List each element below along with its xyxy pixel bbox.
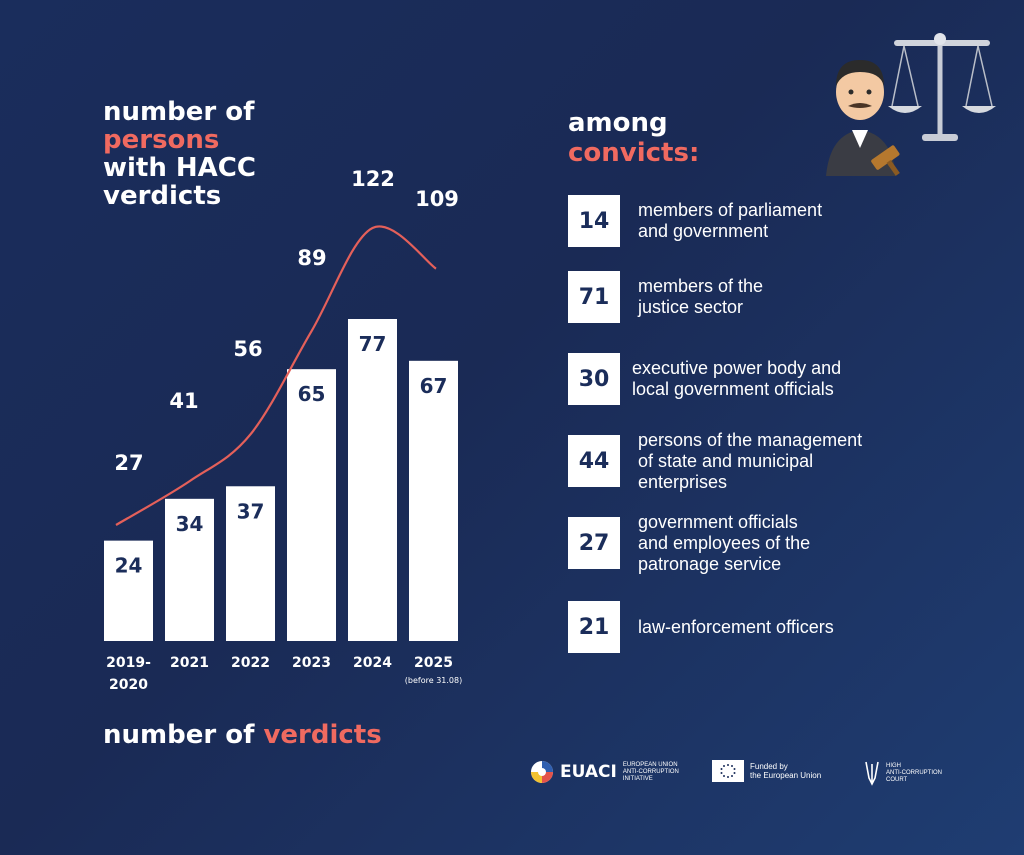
title-line-3: with HACC [103,153,256,183]
x-tick-label-0-b: 2020 [109,677,148,693]
line-value-label-1: 41 [169,389,198,413]
bar-value-label-2: 37 [237,499,265,523]
bar-value-label-3: 65 [298,382,326,406]
x-tick-label-1: 2021 [170,655,209,671]
verdicts-caption: number of verdicts [103,720,382,750]
x-tick-note-5: (before 31.08) [405,676,462,685]
euaci-emblem-icon [531,761,553,783]
convicts-line: convicts: [568,138,700,168]
convict-count-2: 30 [568,353,620,405]
hacc-trident-icon [865,761,879,786]
bar-5 [409,360,458,641]
x-tick-label-0: 2019- [106,655,151,671]
line-value-label-0: 27 [114,451,143,475]
title-line-2: persons [103,125,220,155]
bar-value-label-0: 24 [115,554,143,578]
euaci-subtitle: EUROPEAN UNION ANTI-CORRUPTION INITIATIV… [622,761,679,782]
convict-category-5: law-enforcement officers [638,616,834,637]
verdicts-caption-prefix: number of [103,720,264,750]
bar-value-label-5: 67 [420,374,448,398]
bar-value-label-4: 77 [359,332,387,356]
judge-emoji-icon [826,60,900,176]
verdicts-chart: 24 2019- 2020 34 2021 37 2022 65 2023 77 2024 67 202… [104,167,462,693]
x-tick-label-5: 2025 [414,655,453,671]
eu-flag-icon [712,760,744,782]
title-line-4: verdicts [103,181,222,211]
convict-category-4: government officials and employees of th… [638,511,811,574]
convict-count-1: 71 [568,271,620,323]
convict-count-0: 14 [568,195,620,247]
bar-value-label-1: 34 [176,512,204,536]
convict-count-3: 44 [568,435,620,487]
bar-3 [287,369,336,641]
scales-icon [888,33,996,141]
convict-count-4: 27 [568,517,620,569]
convicts-heading: among convicts: [568,108,699,168]
line-value-label-5: 109 [415,187,459,211]
convict-category-2: executive power body and local governmen… [632,358,842,399]
convict-category-0: members of parliament and government [638,200,823,241]
persons-line [115,225,437,526]
bar-4 [348,319,397,641]
convict-category-3: persons of the management of state and m… [638,429,863,492]
euaci-wordmark: EUACI [560,762,617,782]
line-value-label-3: 89 [297,246,326,270]
x-tick-label-2: 2022 [231,655,270,671]
euaci-logo: EUACI EUROPEAN UNION ANTI-CORRUPTION INI… [530,760,679,784]
among-line: among [568,108,668,138]
x-tick-label-4: 2024 [353,655,392,671]
eu-funded-logo: Funded by the European Union [712,760,821,782]
line-value-label-4: 122 [351,167,395,191]
hacc-text: HIGH ANTI-CORRUPTION COURT [886,762,942,783]
bar-1 [165,498,214,641]
verdicts-caption-accent: verdicts [263,720,382,750]
judge-illustration [826,33,996,176]
line-value-label-2: 56 [233,337,262,361]
chart-title: number of persons with HACC verdicts [103,98,256,210]
hacc-logo: HIGH ANTI-CORRUPTION COURT [864,760,942,786]
convict-count-5: 21 [568,601,620,653]
eu-funded-text: Funded by the European Union [750,762,822,780]
title-line-1: number of [103,97,255,127]
x-tick-label-3: 2023 [292,655,331,671]
bar-2 [226,486,275,641]
convict-category-1: members of the justice sector [638,276,764,317]
bar-0 [104,540,153,641]
